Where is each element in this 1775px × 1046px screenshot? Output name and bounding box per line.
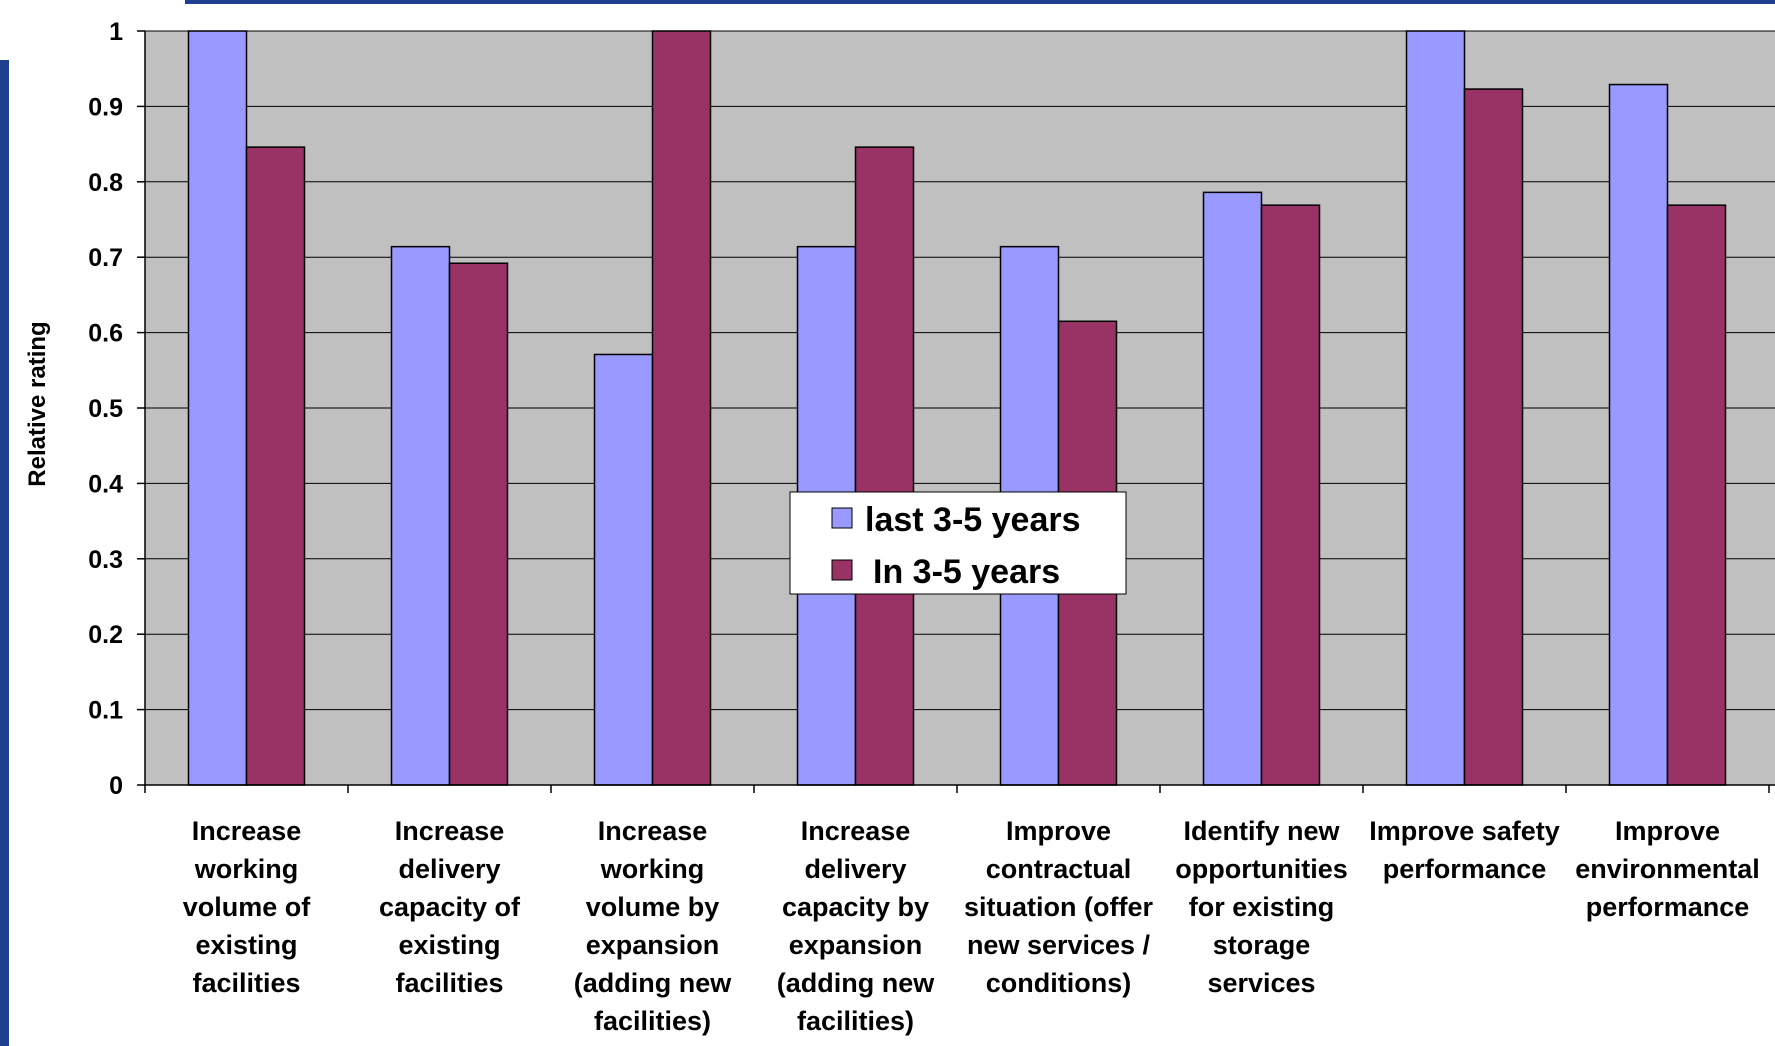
bar-last-3-5-years [1608, 83, 1669, 786]
category-label: Identify new opportunities for existing sto… [1175, 816, 1347, 998]
legend-label-next: In 3-5 years [873, 553, 1060, 591]
left-frame-accent [0, 60, 9, 1046]
bar-last-3-5-years [1202, 191, 1263, 786]
bar-in-3-5-years [1666, 204, 1727, 786]
legend-label-last: last 3-5 years [865, 501, 1081, 539]
legend: last 3-5 years In 3-5 years [789, 491, 1127, 595]
y-tick-label: 0.1 [88, 697, 123, 725]
category-label: Improve safety performance [1369, 816, 1560, 884]
category-label: Increase delivery capacity of existing facil… [379, 816, 521, 998]
category-label: Increase working volume of existing faciliti… [183, 816, 312, 998]
category-label: Increase delivery capacity by expansion (add… [777, 816, 935, 1036]
bar-in-3-5-years [651, 30, 712, 786]
y-tick-label: 0 [109, 772, 123, 800]
x-axis-ticks [144, 785, 1770, 793]
y-tick-label: 0.3 [88, 546, 123, 574]
bar-in-3-5-years [245, 146, 306, 786]
category-labels: Increase working volume of existing faciliti… [183, 816, 1760, 1036]
bar-last-3-5-years [187, 30, 248, 786]
y-tick-label: 0.9 [88, 93, 123, 121]
bar-last-3-5-years [390, 245, 451, 786]
bar-in-3-5-years [854, 146, 915, 786]
y-tick-label: 1 [109, 18, 123, 46]
y-tick-label: 0.2 [88, 621, 123, 649]
category-label: Improve environmental performance [1575, 816, 1760, 922]
y-tick-label: 0.4 [88, 470, 123, 498]
y-tick-label: 0.7 [88, 244, 123, 272]
bar-last-3-5-years [1405, 30, 1466, 786]
bar-in-3-5-years [1260, 204, 1321, 786]
bars [187, 30, 1727, 786]
y-tick-label: 0.8 [88, 169, 123, 197]
category-label: Improve contractual situation (offer new se… [964, 816, 1153, 998]
y-tick-label: 0.6 [88, 320, 123, 348]
bar-last-3-5-years [593, 353, 654, 786]
y-axis-ticks: 0 0.1 0.2 0.3 0.4 0.5 0.6 0.7 0.8 0.9 1 [88, 18, 145, 800]
legend-swatch-next [831, 559, 853, 581]
category-label: Increase working volume by expansion (adding… [574, 816, 732, 1036]
y-tick-label: 0.5 [88, 395, 123, 423]
bar-in-3-5-years [448, 262, 509, 786]
top-frame-accent [185, 0, 1775, 4]
legend-swatch-last [831, 507, 853, 529]
y-axis-title: Relative rating [24, 321, 51, 486]
bar-in-3-5-years [1463, 88, 1524, 786]
